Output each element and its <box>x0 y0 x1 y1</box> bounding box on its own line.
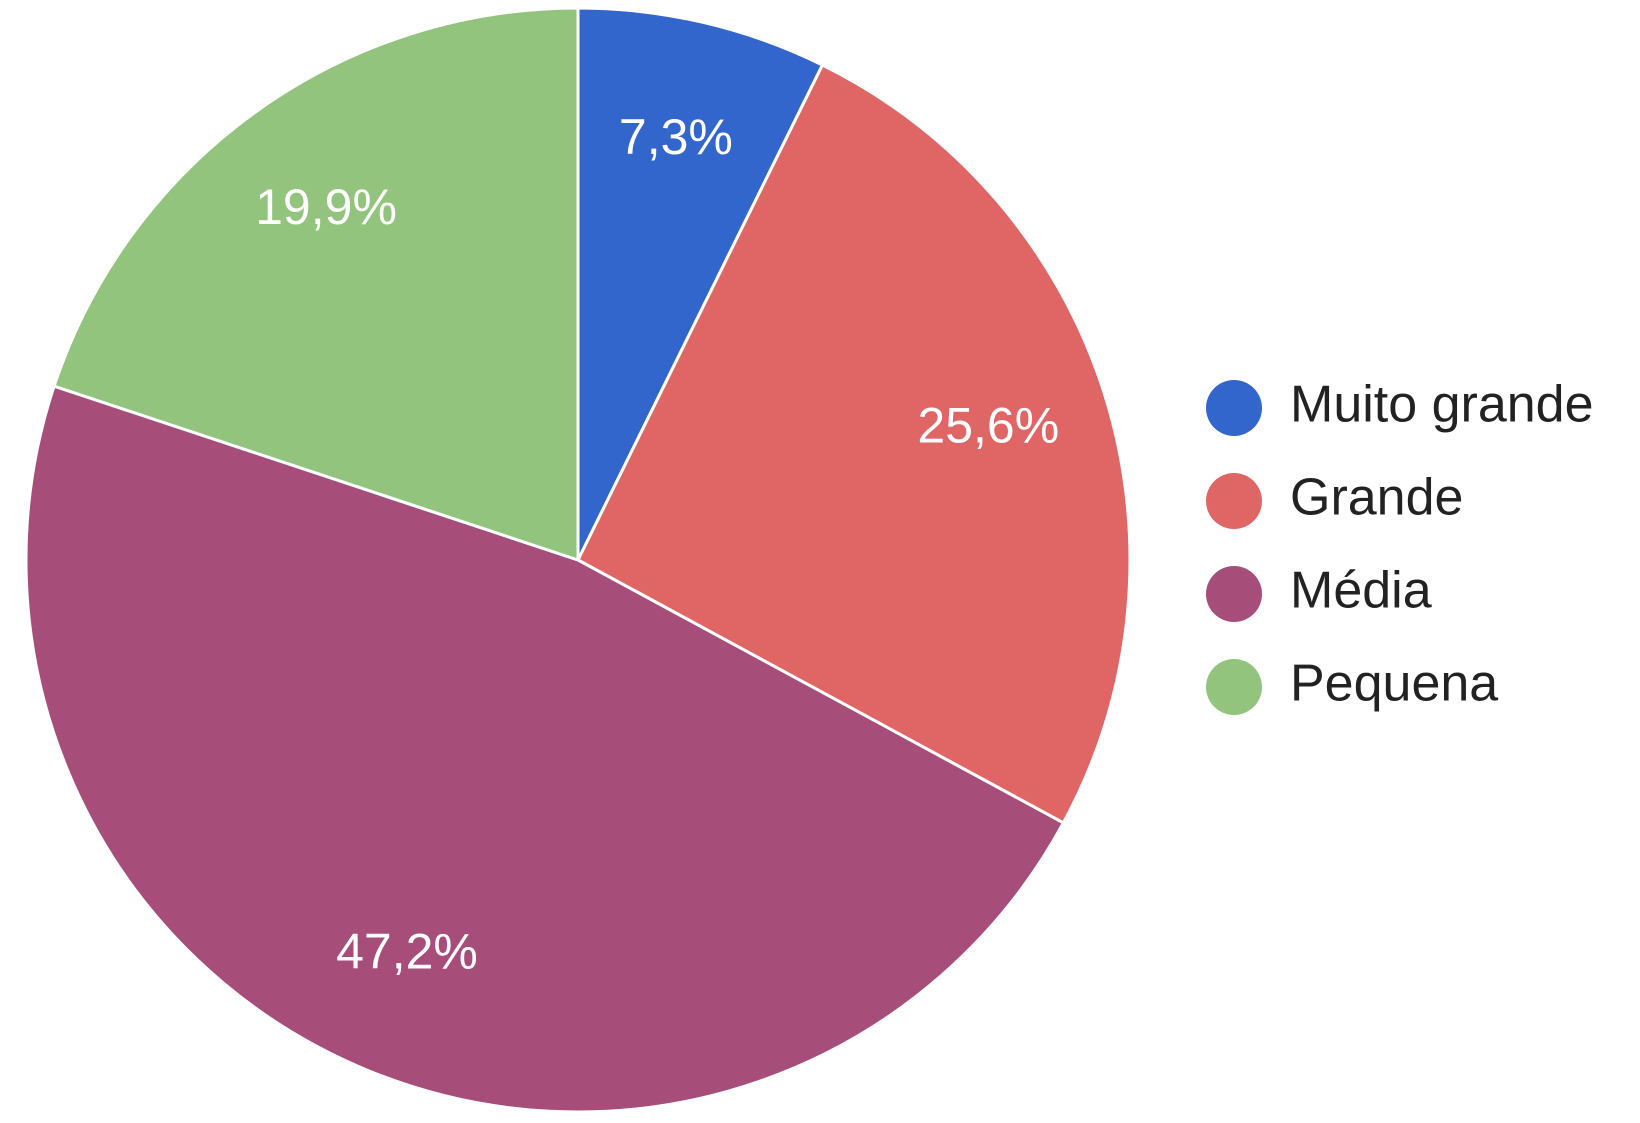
legend-label: Média <box>1290 562 1432 620</box>
pie-slice <box>576 6 825 561</box>
pie-slice <box>52 6 580 563</box>
legend-label: Muito grande <box>1290 376 1594 434</box>
legend-marker <box>1206 566 1262 622</box>
legend-label: Pequena <box>1290 655 1498 713</box>
slice-label: 47,2% <box>336 923 478 979</box>
slice-label: 25,6% <box>917 398 1059 454</box>
slice-label: 19,9% <box>255 179 397 235</box>
legend-marker <box>1206 473 1262 529</box>
pie-slice <box>24 384 1066 1114</box>
legend-marker <box>1206 659 1262 715</box>
legend-label: Grande <box>1290 469 1463 527</box>
slice-label: 7,3% <box>619 109 733 165</box>
legend-marker <box>1206 380 1262 436</box>
